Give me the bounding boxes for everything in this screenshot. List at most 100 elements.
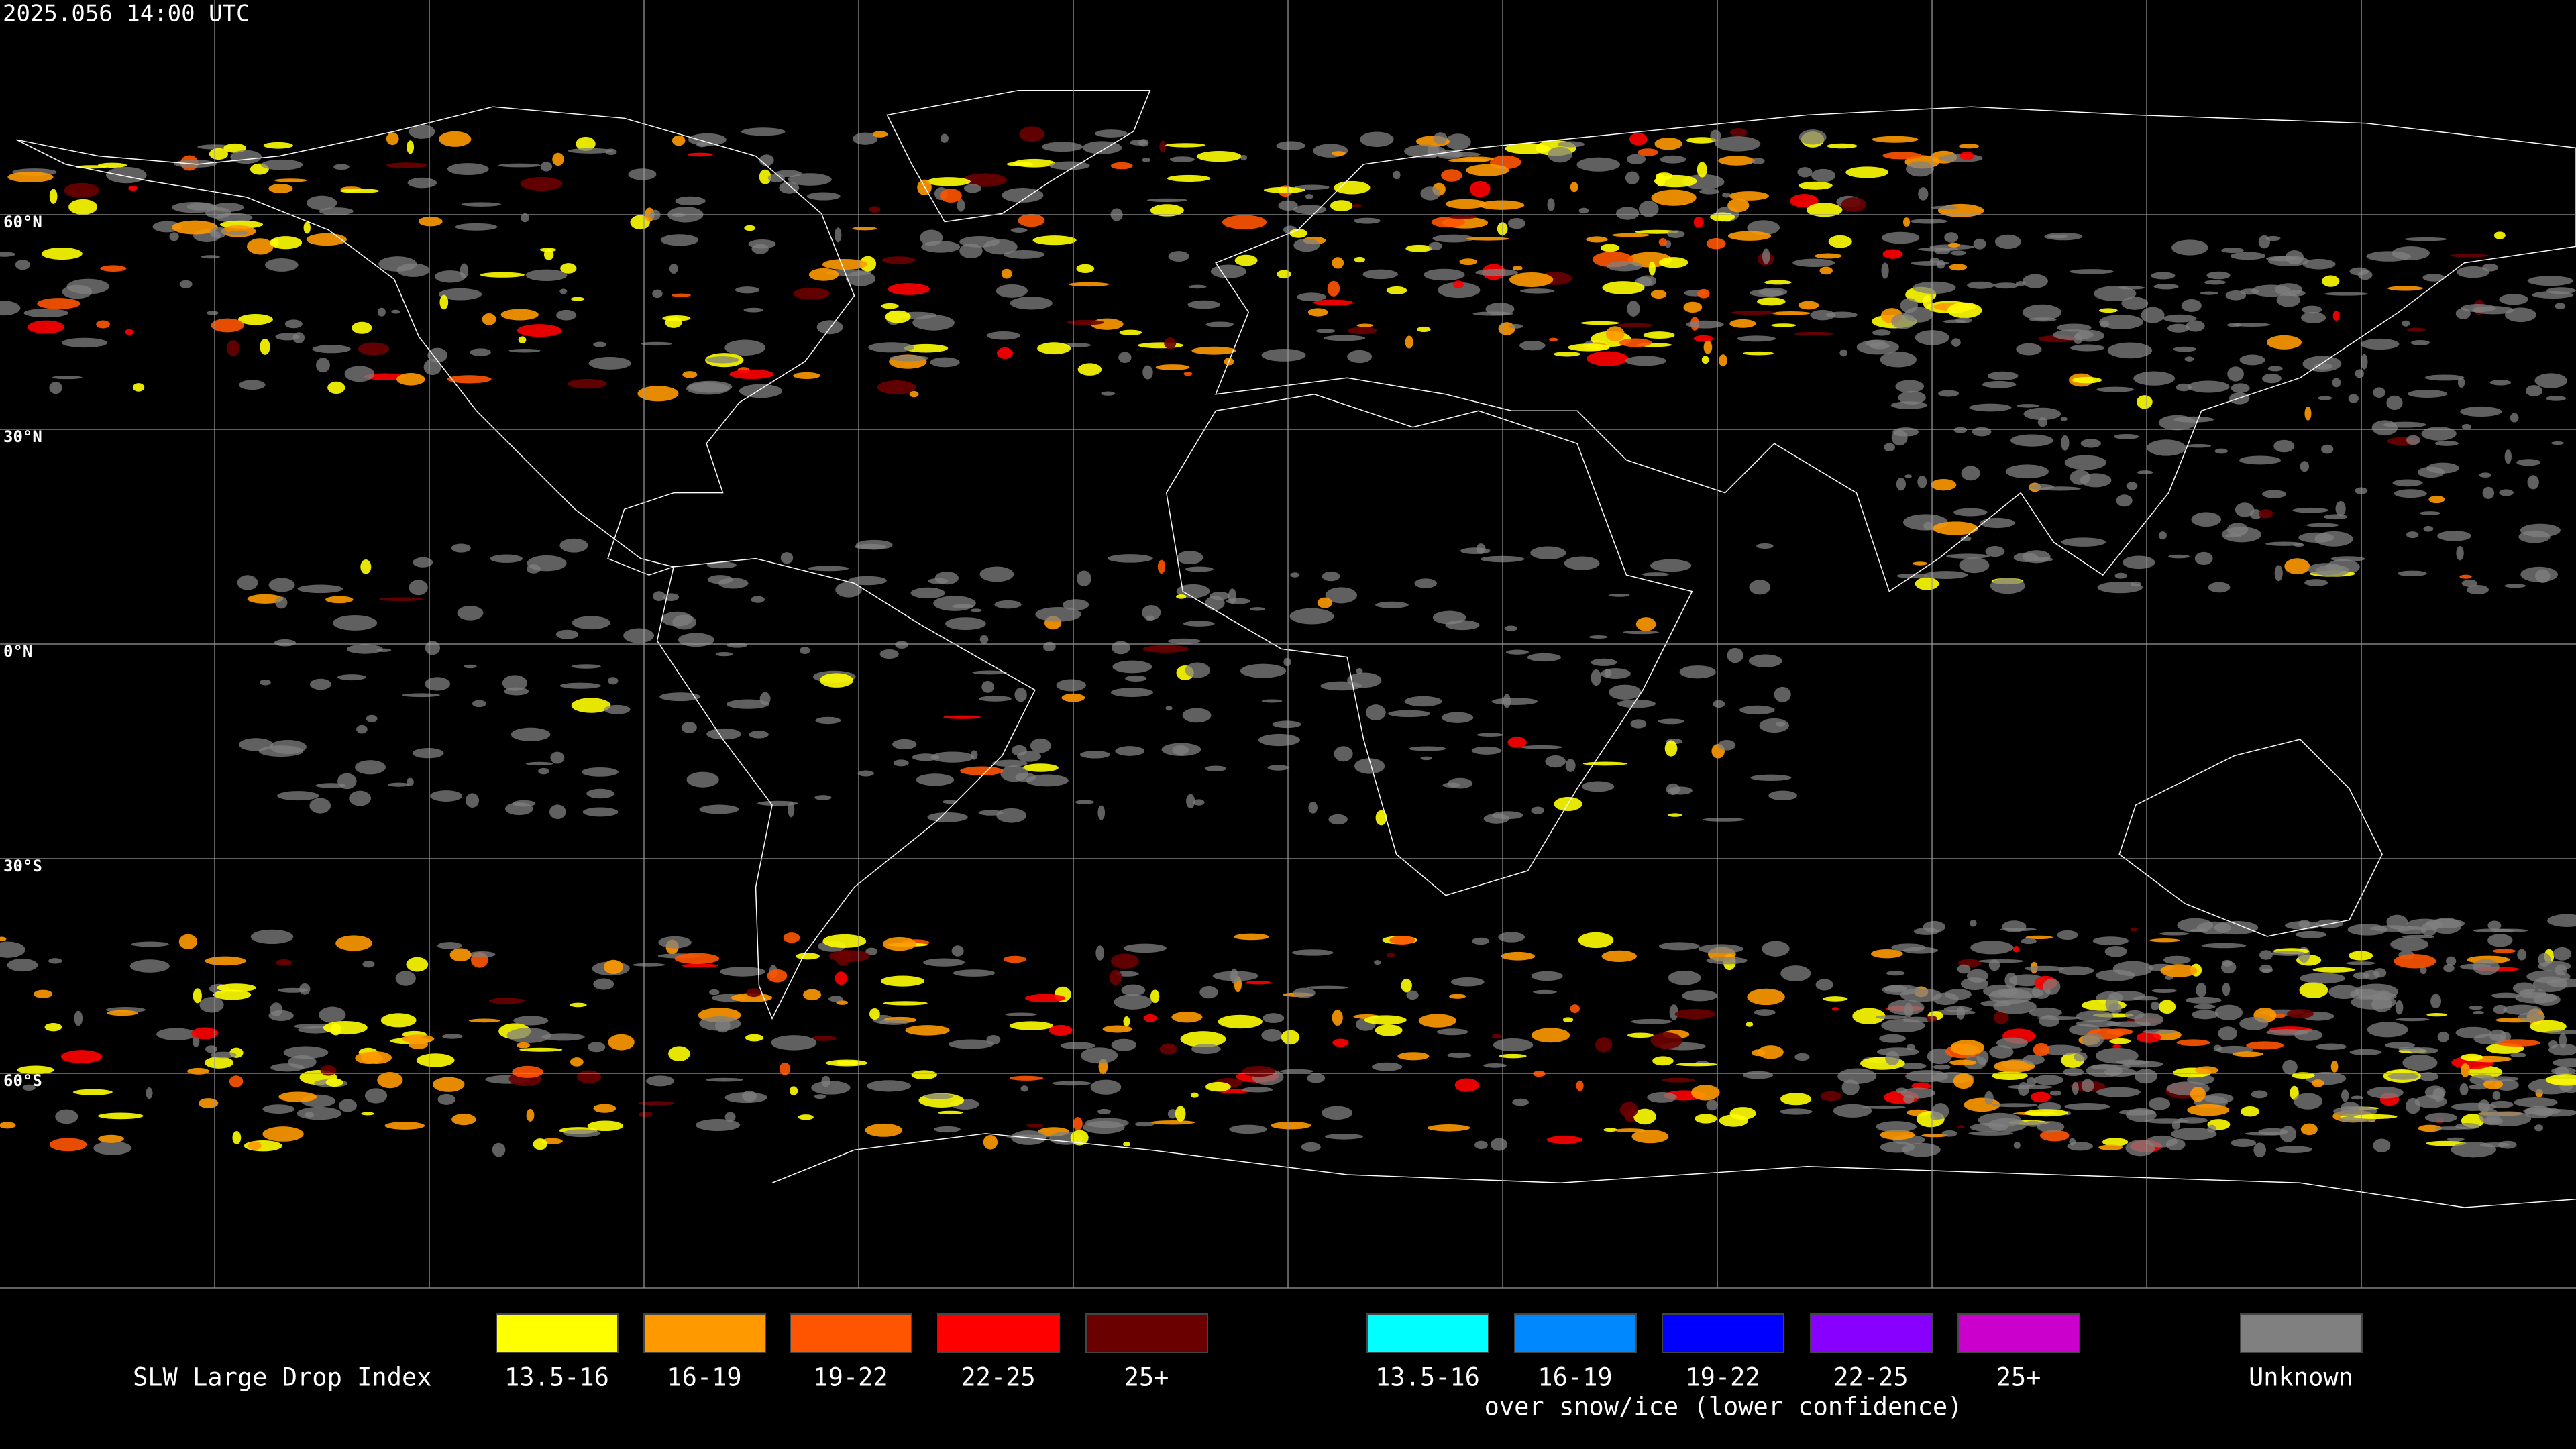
cloud-patch: [209, 227, 227, 239]
cloud-patch: [828, 996, 844, 1002]
cloud-patch: [881, 303, 899, 309]
cloud-patch: [1533, 989, 1557, 994]
cloud-patch: [1991, 1071, 2028, 1080]
cloud-patch: [2060, 417, 2068, 421]
cloud-patch: [1697, 162, 1707, 178]
cloud-patch: [2049, 1090, 2061, 1096]
cloud-patch: [246, 238, 274, 255]
cloud-patch: [327, 381, 345, 394]
cloud-patch: [1442, 712, 1474, 723]
cloud-patch: [1798, 181, 1833, 190]
cloud-patch: [2232, 1051, 2264, 1057]
cloud-patch: [1316, 329, 1336, 333]
cloud-patch: [1520, 288, 1555, 294]
cloud-patch: [504, 802, 533, 816]
cloud-patch: [1950, 250, 1967, 256]
cloud-patch: [659, 692, 701, 702]
cloud-patch: [1881, 1018, 1925, 1032]
cloud-patch: [1879, 1034, 1907, 1043]
cloud-patch: [1918, 187, 1929, 201]
cloud-patch: [771, 1035, 817, 1051]
cloud-patch: [2504, 449, 2512, 464]
cloud-patch: [2430, 994, 2442, 1009]
cloud-patch: [2126, 482, 2138, 490]
cloud-patch: [1722, 192, 1731, 198]
cloud-patch: [2370, 925, 2415, 932]
cloud-patch: [724, 1112, 736, 1122]
cloud-patch: [1508, 323, 1523, 329]
cloud-patch: [2546, 396, 2567, 401]
cloud-patch: [1743, 351, 1774, 356]
cloud-patch: [2432, 1087, 2445, 1102]
cloud-patch: [1404, 696, 1442, 707]
cloud-patch: [1576, 1080, 1584, 1091]
cloud-patch: [904, 343, 949, 353]
cloud-patch: [814, 1094, 826, 1099]
cloud-patch: [1277, 270, 1291, 279]
cloud-patch: [432, 1077, 465, 1092]
cloud-patch: [1751, 158, 1765, 164]
cloud-patch: [2551, 441, 2565, 445]
cloud-patch: [879, 649, 899, 659]
cloud-patch: [1469, 180, 1491, 197]
cloud-patch: [568, 378, 607, 389]
cloud-patch: [1957, 1125, 1965, 1129]
cloud-patch: [2489, 1029, 2506, 1042]
cloud-patch: [2426, 1013, 2447, 1017]
cloud-patch: [1290, 572, 1300, 578]
cloud-patch: [2460, 406, 2502, 417]
cloud-patch: [724, 1092, 767, 1104]
cloud-patch: [270, 1002, 283, 1017]
cloud-patch: [1146, 198, 1188, 203]
cloud-patch: [1001, 268, 1012, 279]
cloud-patch: [835, 582, 862, 598]
cloud-patch: [686, 771, 719, 788]
cloud-patch: [1650, 1032, 1682, 1049]
cloud-patch: [2149, 938, 2180, 943]
cloud-patch: [699, 1016, 741, 1031]
cloud-patch: [297, 1106, 342, 1120]
cloud-patch: [1110, 688, 1154, 698]
cloud-patch: [2058, 966, 2094, 975]
cloud-patch: [1085, 1118, 1129, 1128]
cloud-patch: [1505, 143, 1550, 154]
cloud-patch: [518, 336, 527, 343]
cloud-patch: [1258, 733, 1300, 747]
cloud-patch: [1375, 810, 1387, 826]
legend-swatch: [1514, 1313, 1637, 1353]
cloud-patch: [933, 596, 976, 611]
cloud-patch: [979, 696, 1012, 702]
cloud-patch: [2225, 290, 2247, 301]
cloud-patch: [2072, 376, 2102, 384]
cloud-patch: [996, 808, 1027, 823]
cloud-patch: [2104, 946, 2127, 957]
cloud-patch: [2116, 494, 2133, 507]
cloud-patch: [960, 766, 1004, 775]
cloud-patch: [500, 309, 539, 321]
cloud-patch: [1950, 1040, 1984, 1055]
cloud-patch: [744, 225, 756, 231]
cloud-patch: [1659, 257, 1688, 268]
cloud-patch: [1531, 1028, 1570, 1043]
cloud-patch: [1032, 235, 1077, 246]
cloud-patch: [1354, 256, 1366, 263]
cloud-patch: [2530, 1020, 2567, 1033]
cloud-patch: [1182, 708, 1212, 723]
cloud-patch: [232, 1130, 241, 1145]
cloud-patch: [2202, 943, 2247, 949]
cloud-patch: [1614, 1128, 1646, 1132]
cloud-patch: [1212, 971, 1259, 981]
cloud-patch: [1748, 654, 1782, 667]
cloud-patch: [1210, 592, 1230, 600]
cloud-patch: [1667, 230, 1685, 239]
cloud-patch: [1471, 746, 1502, 755]
cloud-patch: [2510, 1053, 2526, 1058]
cloud-patch: [470, 348, 492, 356]
cloud-patch: [957, 199, 965, 212]
cloud-patch: [2519, 988, 2546, 999]
cloud-patch: [1401, 978, 1412, 993]
cloud-patch: [319, 207, 354, 215]
cloud-patch: [2259, 964, 2273, 973]
cloud-patch: [2408, 390, 2447, 398]
cloud-patch: [895, 641, 908, 649]
